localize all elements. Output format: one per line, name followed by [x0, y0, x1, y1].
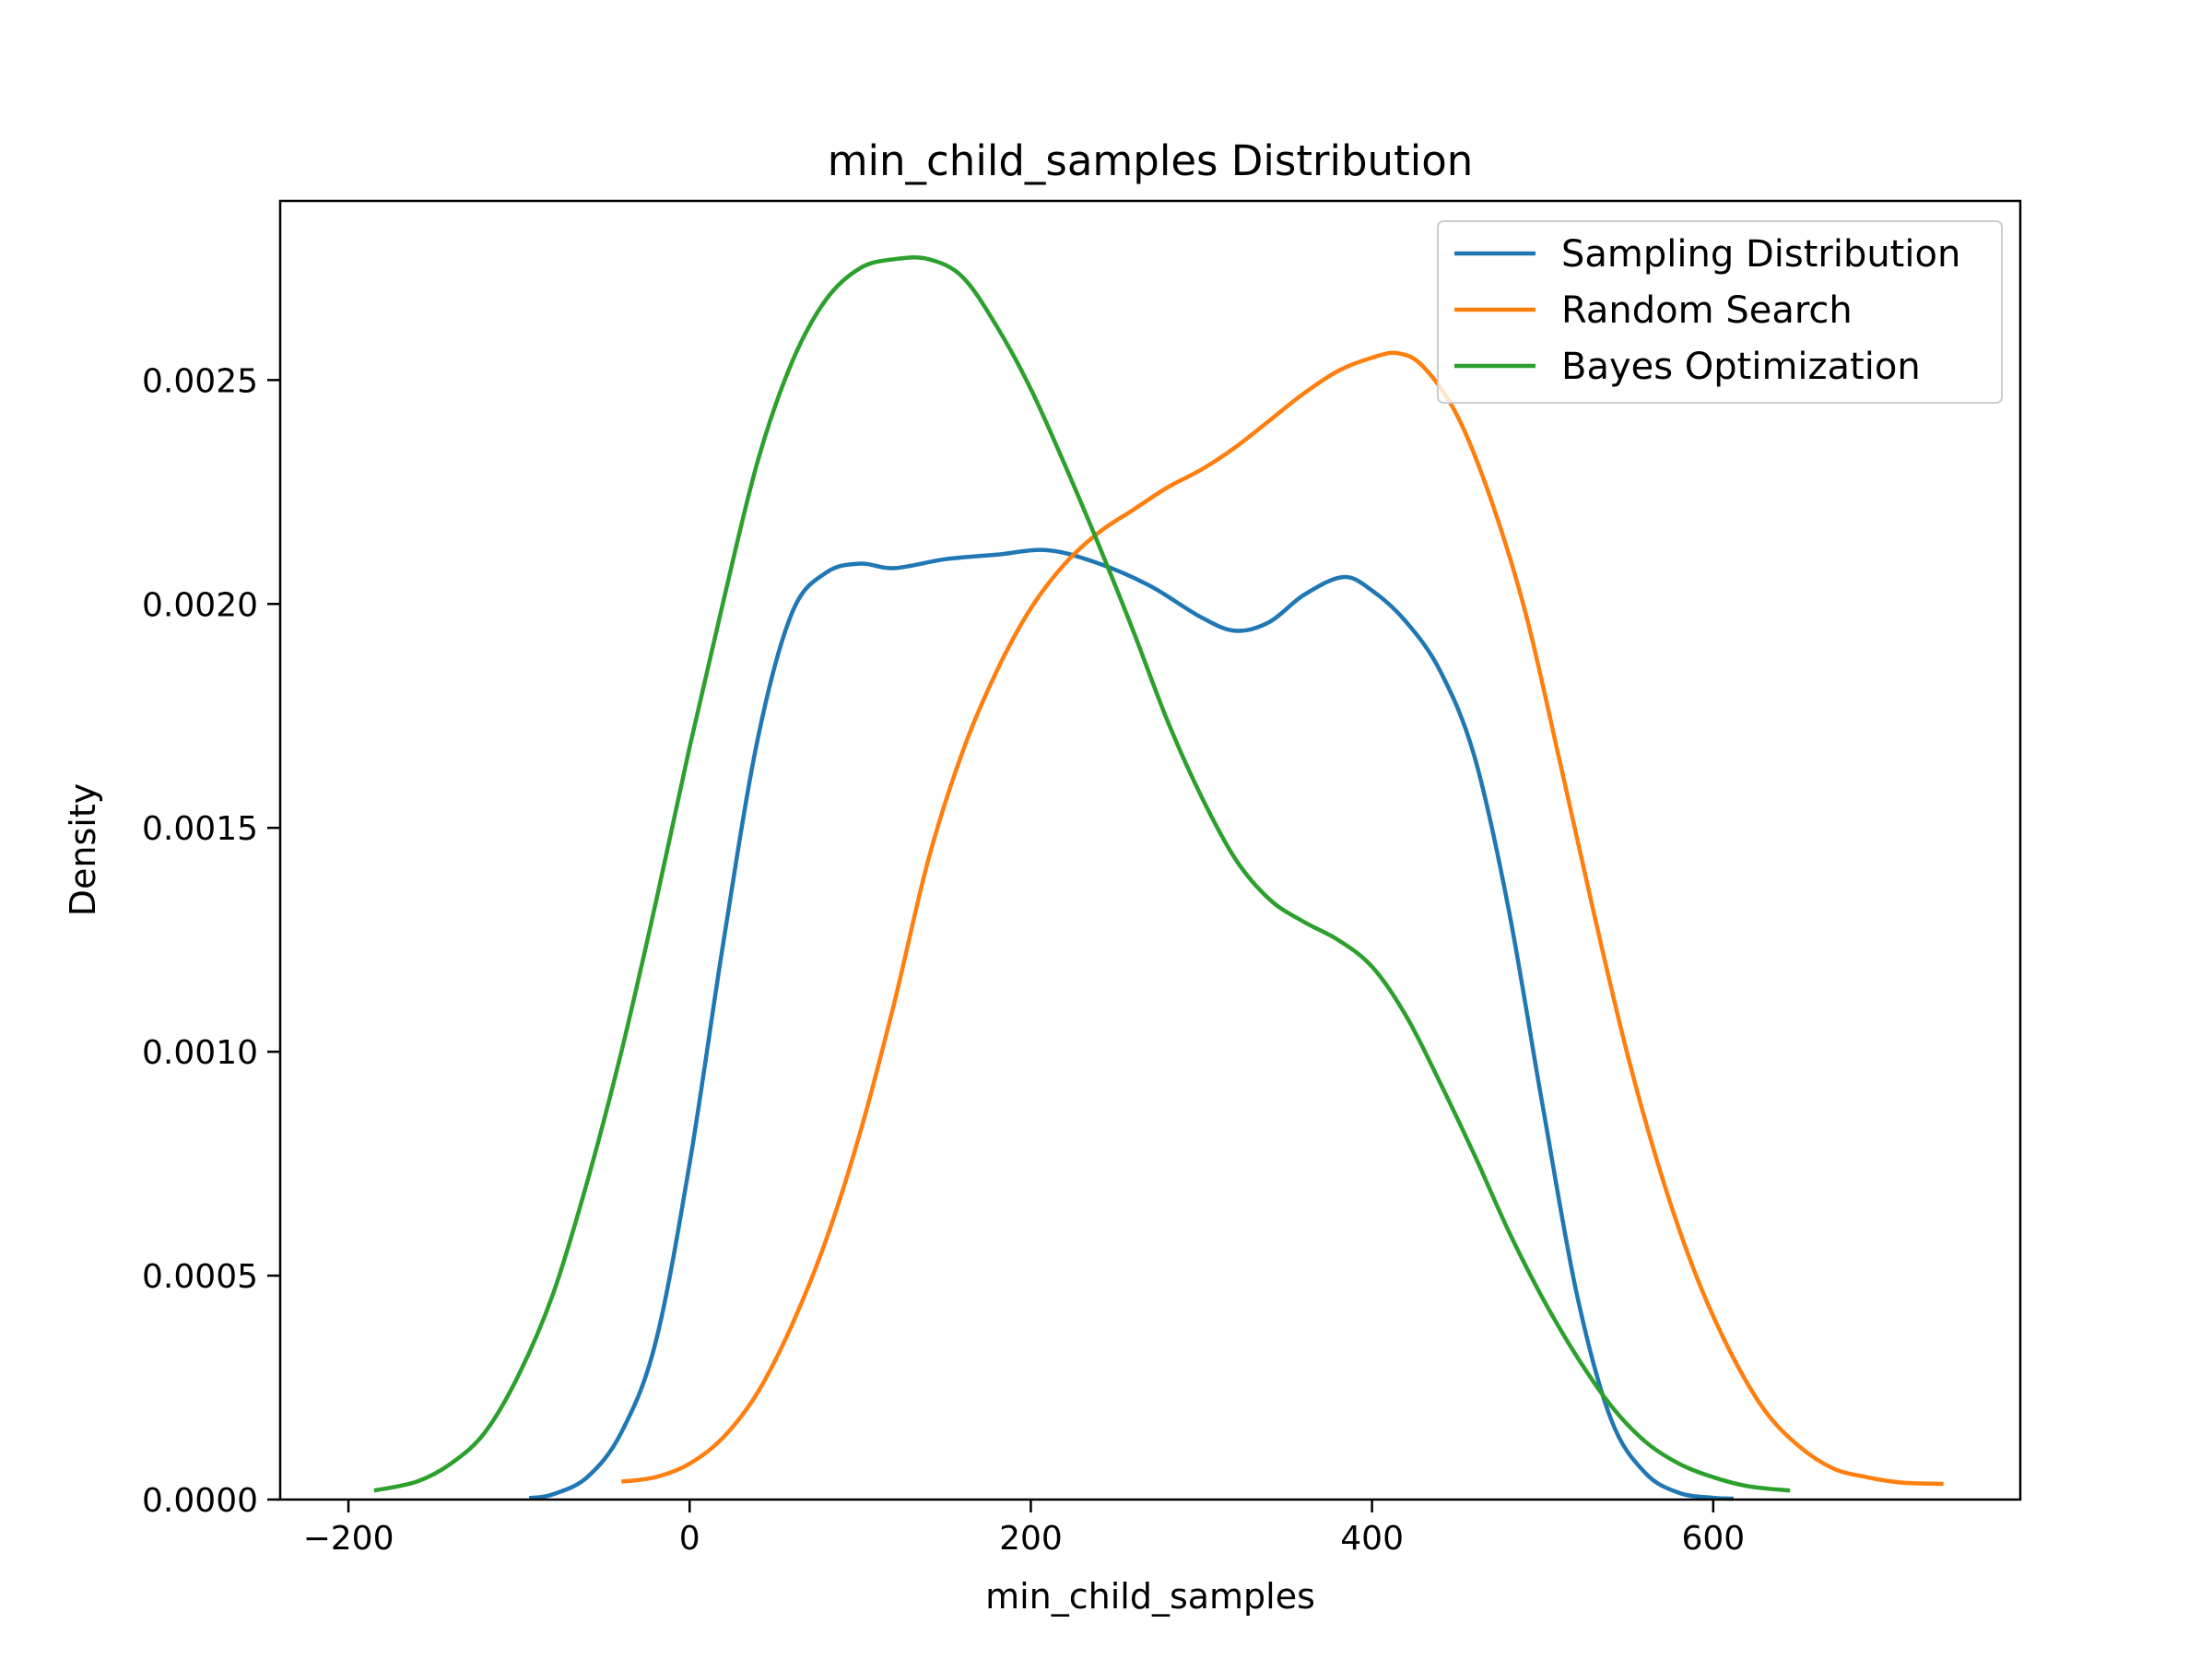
legend: Sampling Distribution Random Search Bayes … [1437, 220, 2003, 404]
x-tick-label: 400 [1340, 1520, 1404, 1558]
y-tick-label: 0.0015 [142, 810, 258, 848]
x-tick-label: 600 [1681, 1520, 1745, 1558]
chart-title: min_child_samples Distribution [828, 136, 1474, 185]
series-line-sampling-distribution [528, 547, 1735, 1501]
legend-box [1437, 220, 2003, 404]
series-line-bayes-optimization [373, 255, 1791, 1493]
series-lines [373, 255, 1944, 1501]
x-tick-label: 0 [679, 1520, 700, 1558]
x-tick-label: −200 [303, 1520, 394, 1558]
x-axis-ticks: −200 0 200 400 600 [303, 1500, 1745, 1558]
y-tick-label: 0.0010 [142, 1034, 258, 1072]
y-axis-ticks: 0.0000 0.0005 0.0010 0.0015 0.0020 0.0025 [142, 362, 280, 1520]
y-tick-label: 0.0005 [142, 1258, 258, 1296]
legend-label-sampling-distribution: Sampling Distribution [1561, 233, 1960, 276]
y-axis-label: Density [63, 783, 103, 916]
y-tick-label: 0.0025 [142, 362, 258, 400]
y-tick-label: 0.0020 [142, 586, 258, 624]
legend-label-random-search: Random Search [1561, 289, 1853, 332]
plot-frame [278, 199, 2022, 1501]
series-line-random-search [620, 350, 1944, 1487]
x-axis-label: min_child_samples [985, 1576, 1315, 1617]
y-tick-label: 0.0000 [142, 1482, 258, 1520]
legend-label-bayes-optimization: Bayes Optimization [1561, 346, 1921, 388]
x-tick-label: 200 [999, 1520, 1063, 1558]
